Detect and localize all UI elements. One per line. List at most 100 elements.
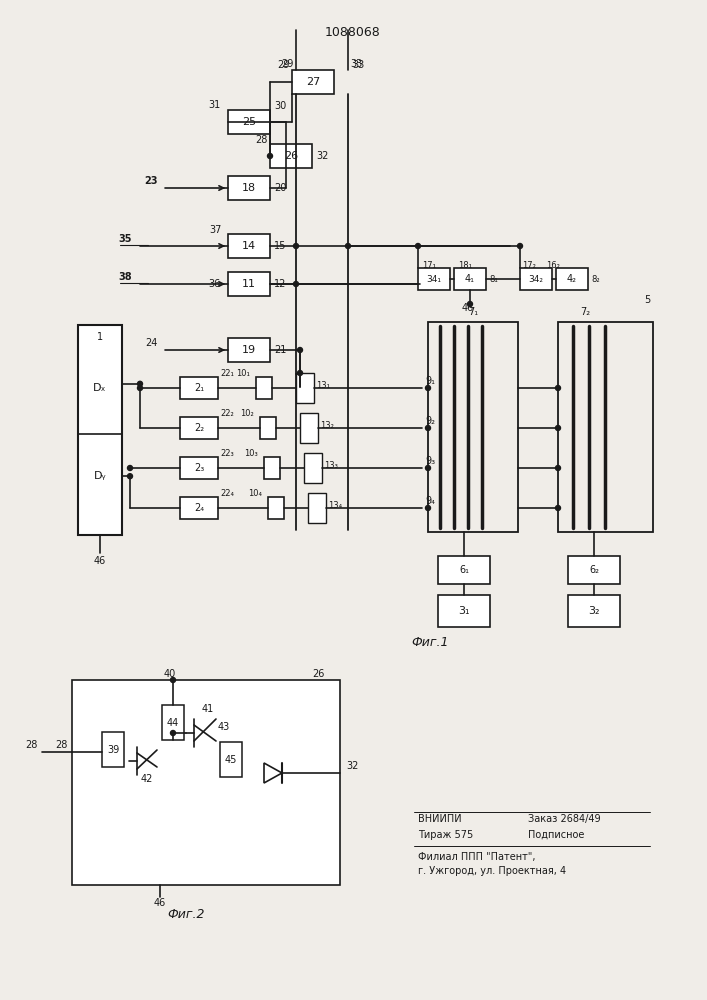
Circle shape — [267, 153, 272, 158]
Bar — [102, 732, 124, 767]
Text: Заказ 2684/49: Заказ 2684/49 — [528, 814, 601, 824]
Bar — [296, 373, 314, 403]
Text: 23: 23 — [144, 176, 158, 186]
Text: 15: 15 — [274, 241, 286, 251]
Text: 32: 32 — [316, 151, 328, 161]
Circle shape — [426, 506, 431, 510]
Text: 10₄: 10₄ — [248, 489, 262, 498]
Circle shape — [137, 381, 143, 386]
Bar — [256, 377, 272, 399]
Text: 36: 36 — [208, 279, 220, 289]
Text: 34₂: 34₂ — [529, 274, 544, 284]
Text: 13₁: 13₁ — [316, 381, 330, 390]
Bar — [270, 144, 312, 168]
Circle shape — [127, 466, 132, 471]
Circle shape — [293, 282, 298, 286]
Text: 40: 40 — [164, 669, 176, 679]
Text: 41: 41 — [202, 704, 214, 714]
Text: 22₄: 22₄ — [220, 488, 234, 497]
Text: 14: 14 — [242, 241, 256, 251]
Text: 6₁: 6₁ — [459, 565, 469, 575]
Bar — [568, 556, 620, 584]
Text: 3₁: 3₁ — [458, 606, 469, 616]
Text: 33: 33 — [350, 59, 362, 69]
Bar — [428, 322, 518, 532]
Text: 5: 5 — [644, 295, 650, 305]
Text: 34₁: 34₁ — [426, 274, 441, 284]
Bar — [304, 453, 322, 483]
Text: 18₁: 18₁ — [458, 260, 472, 269]
Text: 12: 12 — [274, 279, 286, 289]
Bar — [228, 110, 270, 134]
Text: Dₓ: Dₓ — [93, 383, 107, 393]
Text: 37: 37 — [210, 225, 222, 235]
Circle shape — [518, 243, 522, 248]
Text: ВНИИПИ: ВНИИПИ — [418, 814, 462, 824]
Text: 46: 46 — [154, 898, 166, 908]
Circle shape — [127, 474, 132, 479]
Text: 35: 35 — [119, 234, 132, 244]
Circle shape — [556, 466, 561, 471]
Bar — [568, 595, 620, 627]
Circle shape — [298, 348, 303, 353]
Text: 2₃: 2₃ — [194, 463, 204, 473]
Bar — [78, 325, 122, 535]
Bar — [180, 457, 218, 479]
Bar — [162, 705, 184, 740]
Text: 20: 20 — [274, 183, 286, 193]
Bar — [438, 556, 490, 584]
Circle shape — [556, 426, 561, 430]
Bar — [228, 338, 270, 362]
Text: 4₂: 4₂ — [567, 274, 577, 284]
Text: 2₄: 2₄ — [194, 503, 204, 513]
Circle shape — [556, 385, 561, 390]
Circle shape — [556, 506, 561, 510]
Text: 24: 24 — [146, 338, 158, 348]
Text: 25: 25 — [242, 117, 256, 127]
Text: 28: 28 — [56, 740, 68, 750]
Text: 9₄: 9₄ — [425, 496, 435, 506]
Bar — [228, 272, 270, 296]
Circle shape — [298, 370, 303, 375]
Text: 33: 33 — [352, 60, 364, 70]
Text: 11: 11 — [242, 279, 256, 289]
Bar — [292, 70, 334, 94]
Bar — [268, 497, 284, 519]
Text: 6₂: 6₂ — [589, 565, 599, 575]
Circle shape — [426, 385, 431, 390]
Bar — [558, 322, 653, 532]
Bar — [180, 497, 218, 519]
Circle shape — [426, 426, 431, 430]
Text: 2₁: 2₁ — [194, 383, 204, 393]
Bar — [438, 595, 490, 627]
Text: 46: 46 — [462, 303, 474, 313]
Text: 29: 29 — [281, 59, 294, 69]
Text: 10₃: 10₃ — [244, 450, 258, 458]
Text: Подписное: Подписное — [528, 830, 585, 840]
Text: 22₂: 22₂ — [220, 408, 234, 418]
Circle shape — [170, 730, 175, 736]
Text: 31: 31 — [208, 100, 220, 110]
Text: Филиал ППП "Патент",: Филиал ППП "Патент", — [418, 852, 535, 862]
Text: 39: 39 — [107, 745, 119, 755]
Bar — [220, 742, 242, 777]
Text: Фиг.1: Фиг.1 — [411, 636, 449, 648]
Bar — [520, 268, 552, 290]
Bar — [454, 268, 486, 290]
Bar — [228, 234, 270, 258]
Text: 22₃: 22₃ — [220, 448, 234, 458]
Text: 27: 27 — [306, 77, 320, 87]
Text: г. Ужгород, ул. Проектная, 4: г. Ужгород, ул. Проектная, 4 — [418, 866, 566, 876]
Text: 45: 45 — [225, 755, 237, 765]
Text: 9₃: 9₃ — [425, 456, 435, 466]
Bar — [300, 413, 318, 443]
Text: Фиг.2: Фиг.2 — [168, 908, 205, 922]
Text: 9₂: 9₂ — [425, 416, 435, 426]
Text: 17₁: 17₁ — [422, 260, 436, 269]
Text: 7₂: 7₂ — [580, 307, 590, 317]
Text: 29: 29 — [278, 60, 290, 70]
Text: 13₃: 13₃ — [324, 462, 338, 471]
Text: 4₁: 4₁ — [465, 274, 475, 284]
Text: 28: 28 — [25, 740, 38, 750]
Text: 21: 21 — [274, 345, 286, 355]
